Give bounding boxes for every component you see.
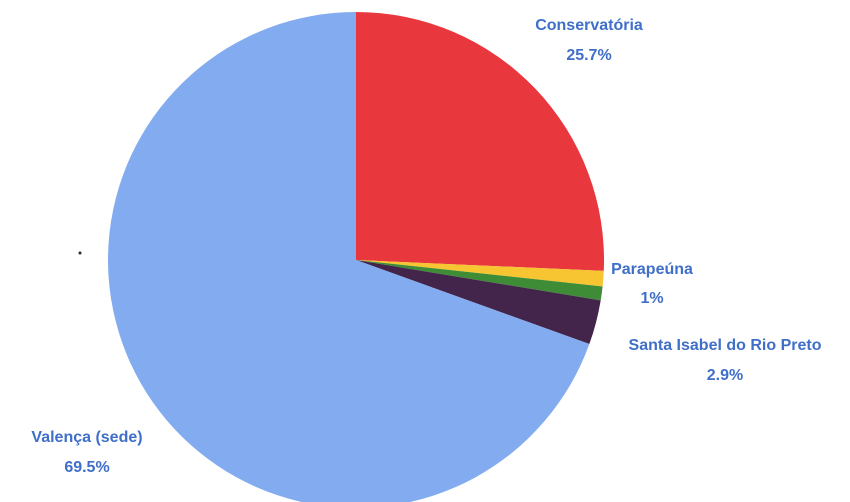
label-valenca: Valença (sede) 69.5% <box>31 429 142 476</box>
pie-slices <box>108 12 604 502</box>
pie-slice-1 <box>356 260 604 287</box>
slice-value-conservatoria: 25.7% <box>566 47 611 64</box>
stray-dot <box>78 251 82 255</box>
pie-slice-0 <box>356 12 604 271</box>
label-santa-isabel: Santa Isabel do Rio Preto 2.9% <box>629 337 822 384</box>
slice-value-parapeuna: 1% <box>640 290 663 307</box>
label-parapeuna: Parapeúna 1% <box>611 261 693 307</box>
pie-slice-3 <box>356 260 601 345</box>
label-conservatoria: Conservatória 25.7% <box>535 17 643 64</box>
slice-label-conservatoria: Conservatória <box>535 17 643 34</box>
pie-slice-2 <box>356 260 603 301</box>
slice-label-parapeuna: Parapeúna <box>611 261 693 278</box>
slice-label-santa-isabel: Santa Isabel do Rio Preto <box>629 337 822 354</box>
pie-slice-4 <box>108 12 590 502</box>
slice-value-valenca: 69.5% <box>64 459 109 476</box>
slice-value-santa-isabel: 2.9% <box>707 367 743 384</box>
slice-label-valenca: Valença (sede) <box>31 429 142 446</box>
